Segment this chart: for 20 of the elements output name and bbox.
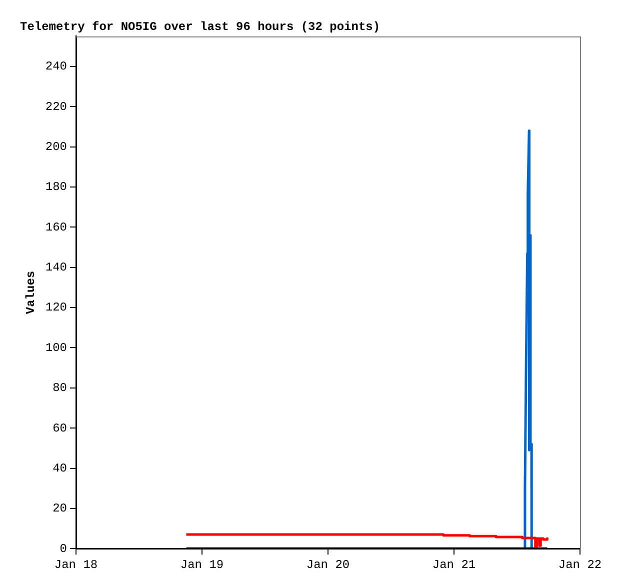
y-tick-label: 100 — [45, 340, 68, 355]
y-tick-label: 60 — [52, 421, 68, 436]
y-tick-label: 120 — [45, 300, 68, 315]
y-tick-label: 160 — [45, 220, 68, 234]
y-tick-label: 40 — [52, 461, 68, 476]
y-tick-label: 240 — [45, 60, 68, 74]
x-tick-label: Jan 22 — [558, 558, 602, 572]
x-tick-label: Jan 19 — [180, 558, 224, 572]
y-tick-label: 220 — [45, 100, 68, 114]
x-tick-label: Jan 18 — [54, 558, 98, 572]
y-tick-label: 140 — [45, 260, 68, 275]
y-tick-label: 80 — [52, 381, 68, 396]
x-tick-label: Jan 20 — [306, 558, 350, 572]
y-tick-label: 0 — [60, 542, 68, 556]
y-tick-label: 20 — [52, 502, 68, 516]
y-tick-label: 200 — [45, 140, 68, 154]
y-tick-label: 180 — [45, 180, 68, 194]
y-axis-title: Values — [24, 270, 38, 314]
x-tick-label: Jan 21 — [432, 558, 476, 572]
chart-title: Telemetry for NO5IG over last 96 hours (32 points) — [20, 20, 380, 34]
